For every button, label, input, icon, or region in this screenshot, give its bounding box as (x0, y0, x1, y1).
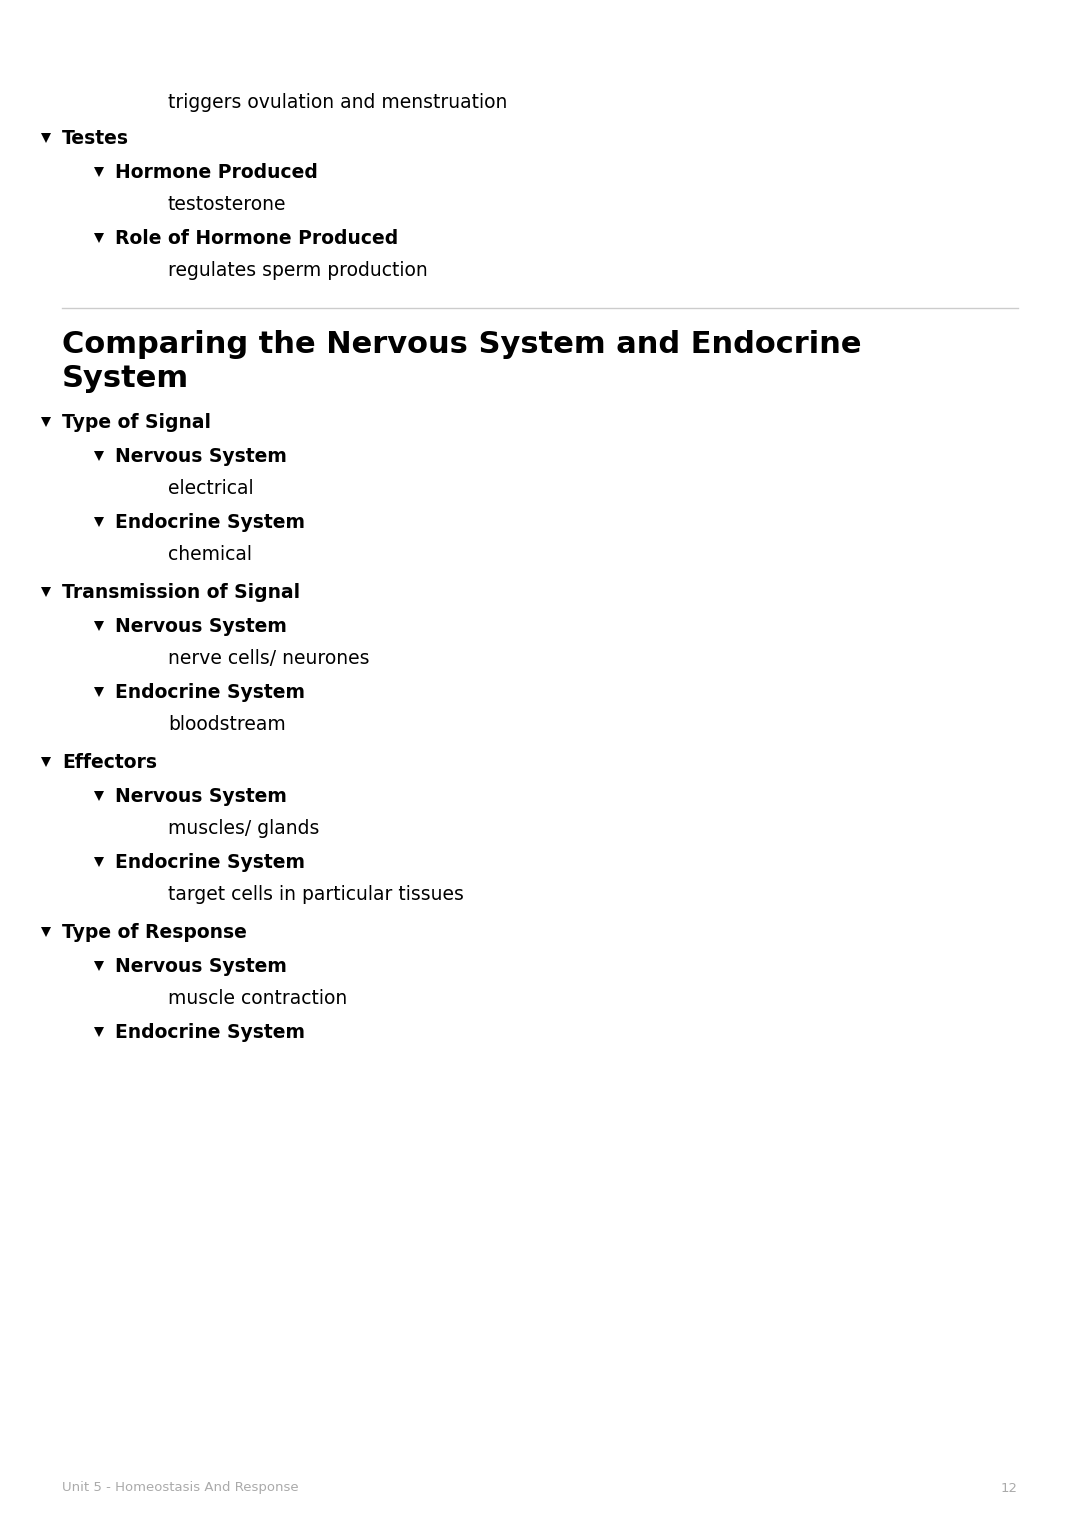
Text: triggers ovulation and menstruation: triggers ovulation and menstruation (168, 93, 508, 112)
Text: Unit 5 - Homeostasis And Response: Unit 5 - Homeostasis And Response (62, 1482, 299, 1494)
Text: bloodstream: bloodstream (168, 715, 286, 733)
Text: Endocrine System: Endocrine System (114, 1022, 305, 1042)
Text: Type of Response: Type of Response (62, 923, 247, 941)
Text: muscle contraction: muscle contraction (168, 989, 348, 1007)
Text: testosterone: testosterone (168, 194, 286, 214)
Text: Endocrine System: Endocrine System (114, 853, 305, 871)
Text: regulates sperm production: regulates sperm production (168, 260, 428, 280)
Text: Comparing the Nervous System and Endocrine
System: Comparing the Nervous System and Endocri… (62, 330, 862, 393)
Text: Nervous System: Nervous System (114, 787, 287, 805)
Text: target cells in particular tissues: target cells in particular tissues (168, 885, 464, 903)
Text: muscles/ glands: muscles/ glands (168, 819, 320, 837)
Text: nerve cells/ neurones: nerve cells/ neurones (168, 648, 369, 668)
Text: Testes: Testes (62, 128, 129, 148)
Text: Endocrine System: Endocrine System (114, 683, 305, 701)
Text: Nervous System: Nervous System (114, 957, 287, 975)
Text: 12: 12 (1001, 1482, 1018, 1494)
Text: Effectors: Effectors (62, 752, 157, 772)
Text: Transmission of Signal: Transmission of Signal (62, 582, 300, 602)
Text: Hormone Produced: Hormone Produced (114, 162, 318, 182)
Text: Nervous System: Nervous System (114, 616, 287, 636)
Text: Role of Hormone Produced: Role of Hormone Produced (114, 229, 399, 248)
Text: chemical: chemical (168, 544, 252, 564)
Text: electrical: electrical (168, 478, 254, 498)
Text: Type of Signal: Type of Signal (62, 413, 211, 431)
Text: Nervous System: Nervous System (114, 446, 287, 466)
Text: Endocrine System: Endocrine System (114, 512, 305, 532)
